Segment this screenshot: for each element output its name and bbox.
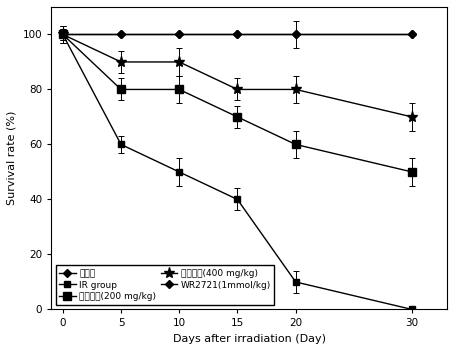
Y-axis label: Survival rate (%): Survival rate (%) [7,111,17,205]
X-axis label: Days after irradiation (Day): Days after irradiation (Day) [173,334,326,344]
Legend: 正常组, IR group, 附子多糖(200 mg/kg), 附子多糖(400 mg/kg), WR2721(1mmol/kg): 正常组, IR group, 附子多糖(200 mg/kg), 附子多糖(400… [56,265,274,305]
